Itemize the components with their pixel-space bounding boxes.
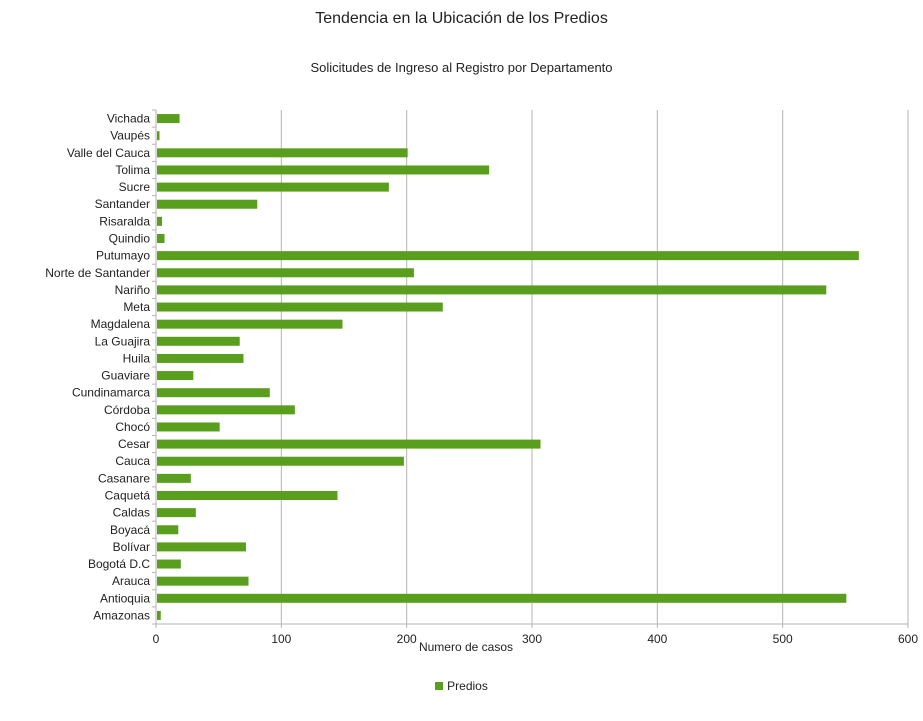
y-tick-label: Cauca: [115, 454, 150, 468]
bar-cundinamarca: [157, 388, 270, 398]
bar-quindio: [157, 234, 165, 243]
axes: [152, 109, 909, 628]
bar-nari-o: [157, 285, 827, 295]
tick-labels: 0 100 200 300 400 500 600 Amazonas Antioquia Arau…: [45, 112, 918, 646]
y-tick-label: Putumayo: [96, 249, 150, 263]
y-tick-label: Sucre: [119, 180, 151, 194]
bar-bogot-d-c: [157, 559, 181, 569]
y-tick-label: La Guajira: [95, 334, 151, 348]
y-tick-label: Casanare: [98, 471, 150, 485]
bar-antioquia: [157, 593, 847, 603]
bar-arauca: [157, 576, 249, 586]
bar-huila: [157, 353, 244, 363]
x-tick-label: 200: [397, 632, 417, 646]
y-tick-label: Guaviare: [101, 369, 150, 383]
y-tick-label: Santander: [95, 197, 150, 211]
y-tick-label: Caldas: [113, 506, 150, 520]
y-tick-label: Bolívar: [113, 540, 150, 554]
bar-caldas: [157, 508, 196, 518]
bar-amazonas: [157, 610, 161, 620]
x-tick-label: 600: [898, 632, 918, 646]
bar-putumayo: [157, 251, 859, 261]
chart-title: Tendencia en la Ubicación de los Predios: [315, 10, 608, 27]
bar-boyac-: [157, 525, 179, 535]
y-tick-label: Vichada: [107, 112, 150, 126]
legend-swatch: [435, 682, 444, 690]
x-tick-label: 100: [271, 632, 291, 646]
x-tick-label: 500: [773, 632, 793, 646]
bar-caquet-: [157, 491, 338, 500]
y-tick-label: Nariño: [115, 283, 151, 297]
y-tick-label: Cesar: [118, 437, 150, 451]
y-tick-label: Huila: [123, 351, 151, 365]
y-tick-label: Tolima: [115, 163, 150, 177]
y-tick-label: Valle del Cauca: [67, 146, 150, 160]
y-tick-label: Bogotá D.C: [88, 557, 150, 571]
bar-magdalena: [157, 319, 343, 329]
x-tick-label: 300: [522, 632, 542, 646]
y-tick-label: Caquetá: [105, 489, 151, 503]
y-tick-label: Córdoba: [104, 403, 150, 417]
bar-risaralda: [157, 216, 163, 226]
chart-subtitle: Solicitudes de Ingreso al Registro por D…: [310, 60, 613, 75]
x-tick-label: 0: [153, 632, 160, 646]
x-tick-label: 400: [647, 632, 667, 646]
bar-casanare: [157, 473, 191, 483]
bar-norte-de-santander: [157, 268, 414, 278]
bar-la-guajira: [157, 336, 240, 346]
bar-sucre: [157, 182, 389, 192]
y-tick-label: Meta: [123, 300, 150, 314]
bar-c-rdoba: [157, 405, 295, 415]
y-tick-label: Risaralda: [99, 214, 150, 228]
x-axis-title: Numero de casos: [419, 640, 513, 654]
legend: Predios: [0, 679, 923, 693]
y-tick-label: Antioquia: [100, 591, 150, 605]
bar-guaviare: [157, 371, 194, 381]
bar-santander: [157, 199, 258, 209]
y-tick-label: Quindio: [109, 232, 151, 246]
bar-vichada: [157, 114, 180, 124]
gridlines: [280, 110, 909, 624]
bar-valle-del-cauca: [157, 148, 408, 158]
y-tick-label: Chocó: [115, 420, 150, 434]
bar-bol-var: [157, 542, 246, 552]
y-tick-label: Vaupés: [110, 129, 150, 143]
y-tick-label: Boyacá: [110, 523, 150, 537]
y-tick-label: Amazonas: [93, 608, 150, 622]
bar-cesar: [157, 439, 541, 449]
y-tick-label: Arauca: [112, 574, 150, 588]
y-tick-label: Norte de Santander: [45, 266, 150, 280]
bar-meta: [157, 302, 443, 312]
bar-choc-: [157, 422, 220, 432]
y-tick-label: Magdalena: [91, 317, 151, 331]
y-tick-label: Cundinamarca: [72, 386, 150, 400]
bars: [157, 114, 859, 620]
bar-cauca: [157, 456, 404, 466]
bar-tolima: [157, 165, 490, 175]
bar-vaup-s: [157, 131, 160, 141]
legend-label: Predios: [447, 679, 488, 693]
